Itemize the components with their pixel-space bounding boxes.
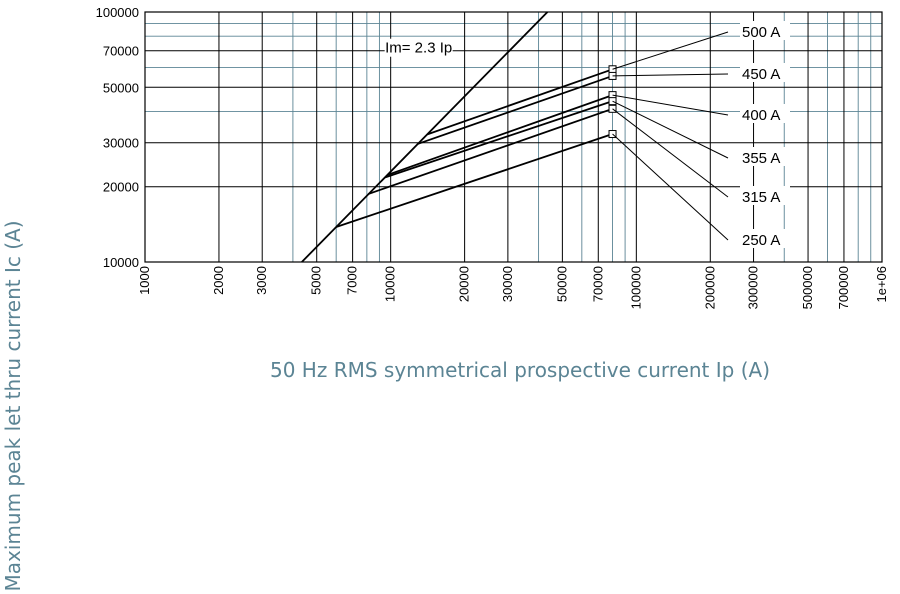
x-tick-label: 100000 <box>628 266 643 309</box>
x-tick-label: 2000 <box>211 266 226 295</box>
callout-leader <box>612 94 729 116</box>
x-tick-label: 500000 <box>800 266 815 309</box>
x-tick-label: 7000 <box>345 266 360 295</box>
series-line <box>384 100 613 179</box>
reference-line <box>301 11 549 263</box>
callout-label-bg <box>740 21 790 40</box>
series-label: 450 A <box>742 66 780 83</box>
x-tick-label: 300000 <box>746 266 761 309</box>
callout-leader <box>612 133 729 241</box>
callout-label-bg <box>740 186 790 205</box>
callout-leader <box>612 31 729 70</box>
y-tick-label: 30000 <box>103 136 139 151</box>
series-label: 500 A <box>742 24 780 41</box>
x-tick-label: 1000 <box>137 266 152 295</box>
callout-leader <box>612 108 729 198</box>
x-tick-label: 700000 <box>836 266 851 309</box>
series-line <box>387 94 613 176</box>
x-tick-label: 70000 <box>590 266 605 302</box>
series-line <box>427 68 613 136</box>
callout-label-bg <box>740 147 790 166</box>
y-tick-label: 20000 <box>103 180 139 195</box>
reference-line-group: Im= 2.3 Ip <box>301 11 549 263</box>
x-tick-label: 30000 <box>500 266 515 302</box>
x-tick-label: 5000 <box>309 266 324 295</box>
y-tick-labels: 10000 20000 30000 50000 70000 100000 <box>96 5 139 270</box>
y-tick-label: 100000 <box>96 5 139 20</box>
x-tick-label: 1e+06 <box>874 266 889 303</box>
series-line <box>335 133 613 228</box>
reference-label-bg <box>384 38 453 57</box>
x-axis-title: 50 Hz RMS symmetrical prospective curren… <box>270 358 770 382</box>
series-label: 400 A <box>742 107 780 124</box>
series-label: 315 A <box>742 189 780 206</box>
plot-frame <box>144 11 883 263</box>
x-tick-label: 20000 <box>457 266 472 302</box>
callout-leader <box>612 100 729 159</box>
x-tick-label: 200000 <box>702 266 717 309</box>
callout-leader <box>612 73 729 77</box>
rating-callouts: 500 A 450 A 400 A 355 A 315 A 250 A <box>612 21 790 249</box>
series-line <box>416 75 613 146</box>
major-gridlines <box>145 12 882 262</box>
y-tick-label: 70000 <box>103 44 139 59</box>
x-tick-labels: 1000 2000 3000 5000 7000 10000 20000 30000 50000… <box>137 266 889 309</box>
x-tick-label: 3000 <box>254 266 269 295</box>
callout-label-bg <box>740 229 790 248</box>
series-line <box>367 107 613 195</box>
callout-label-bg <box>740 104 790 123</box>
series-label: 250 A <box>742 232 780 249</box>
reference-label: Im= 2.3 Ip <box>385 40 452 57</box>
x-tick-label: 50000 <box>554 266 569 302</box>
minor-gridlines <box>145 12 882 262</box>
y-axis-title: Maximum peak let thru current Ic (A) <box>1 221 25 592</box>
series-label: 355 A <box>742 150 780 167</box>
x-tick-label: 10000 <box>383 266 398 302</box>
series-group <box>335 65 617 228</box>
y-tick-label: 10000 <box>103 255 139 270</box>
y-tick-label: 50000 <box>103 80 139 95</box>
callout-label-bg <box>740 63 790 82</box>
